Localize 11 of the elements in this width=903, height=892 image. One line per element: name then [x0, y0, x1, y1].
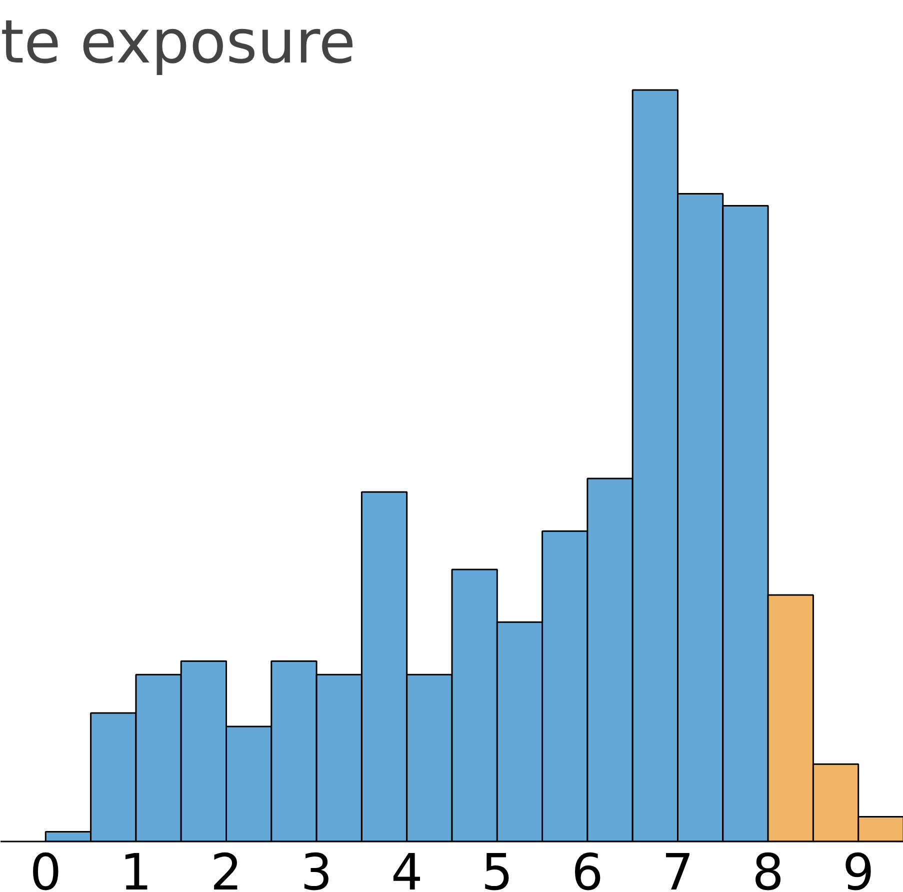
- x-tick-label: 7: [662, 844, 694, 892]
- x-tick-label: 0: [30, 844, 62, 892]
- x-tick-label: 4: [390, 844, 423, 892]
- x-tick-label: 9: [842, 844, 874, 892]
- x-tick-label: 5: [481, 844, 514, 892]
- x-tick-label: 6: [572, 844, 604, 892]
- x-tick-label: 3: [300, 844, 332, 892]
- x-tick-label: 2: [210, 844, 242, 892]
- x-tick-label: 1: [120, 844, 152, 892]
- x-tick-label: 8: [752, 844, 784, 892]
- chart-title: te exposure: [0, 8, 356, 78]
